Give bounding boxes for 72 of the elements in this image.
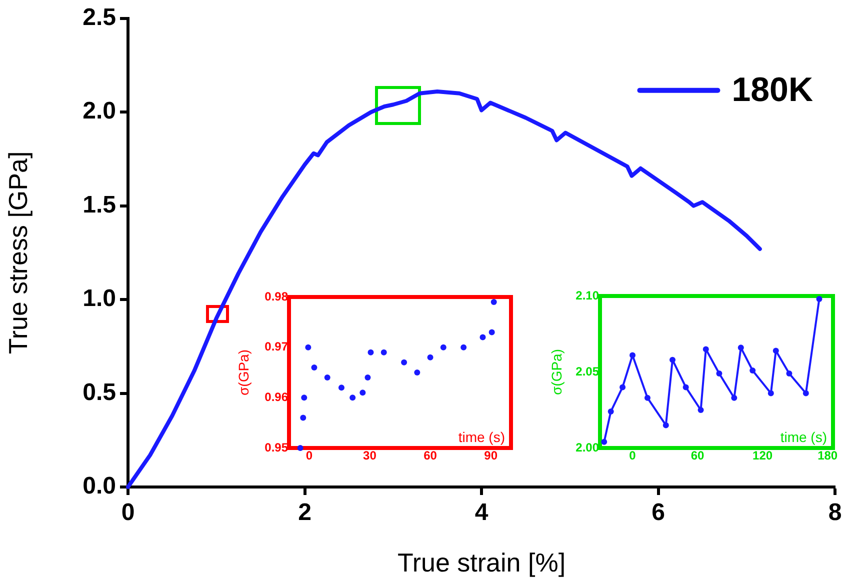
x-tick-label: 6: [652, 499, 665, 526]
x-tick-label: 60: [424, 448, 438, 463]
point: [644, 394, 650, 401]
y-tick-label: 2.0: [82, 98, 116, 125]
x-tick-label: 30: [363, 448, 377, 463]
point: [350, 394, 356, 401]
y-tick-label: 2.10: [576, 288, 600, 302]
legend-label: 180K: [732, 70, 814, 109]
x-axis-title: time (s): [458, 428, 505, 445]
x-axis-title: time (s): [780, 428, 827, 445]
point: [311, 364, 318, 370]
point: [364, 374, 371, 381]
point: [786, 370, 792, 377]
point: [630, 352, 636, 358]
x-tick-label: 0: [121, 499, 135, 526]
x-tick-label: 180: [818, 448, 838, 463]
y-tick-label: 1.5: [82, 191, 116, 218]
x-tick-label: 2: [298, 499, 312, 526]
y-tick-label: 0.96: [264, 390, 288, 404]
point: [300, 414, 306, 421]
x-tick-label: 4: [474, 499, 489, 526]
point: [460, 344, 467, 350]
point: [488, 329, 495, 336]
y-tick-label: 2.05: [576, 364, 600, 378]
point: [768, 390, 774, 396]
point: [620, 384, 626, 390]
point: [731, 394, 738, 401]
point: [301, 394, 308, 401]
point: [338, 384, 344, 391]
point: [772, 348, 779, 354]
point: [360, 390, 366, 396]
y-tick-label: 2.5: [82, 4, 116, 32]
x-tick-label: 0: [306, 448, 313, 463]
point: [802, 390, 809, 396]
x-tick-label: 0: [629, 448, 636, 463]
x-tick-label: 120: [752, 448, 773, 463]
point: [702, 346, 709, 352]
point: [324, 374, 330, 381]
x-axis-title: True strain [%]: [397, 548, 566, 578]
y-tick-label: 0.97: [264, 340, 288, 354]
y-axis-title: σ(GPa): [548, 349, 564, 395]
point: [750, 367, 756, 374]
point: [305, 344, 312, 350]
point: [682, 384, 689, 390]
y-tick-label: 0.5: [82, 378, 116, 406]
point: [380, 349, 387, 356]
x-tick-label: 60: [690, 448, 705, 463]
point: [816, 296, 822, 302]
point: [297, 445, 304, 451]
y-tick-label: 0.98: [264, 289, 288, 304]
y-tick-label: 0.95: [264, 440, 288, 454]
point: [601, 438, 608, 445]
y-tick-label: 1.0: [82, 285, 116, 312]
point: [401, 359, 408, 366]
x-tick-label: 90: [484, 448, 498, 463]
point: [716, 370, 722, 377]
point: [480, 334, 486, 340]
point: [662, 422, 669, 428]
y-axis-title: σ(GPa): [235, 350, 252, 396]
y-tick-label: 2.00: [576, 440, 600, 454]
y-axis-title: True stress [GPa]: [2, 151, 33, 354]
point: [414, 370, 420, 376]
point: [738, 344, 744, 351]
y-tick-label: 0.0: [82, 472, 116, 500]
point: [490, 299, 497, 306]
x-tick-label: 8: [828, 499, 842, 526]
point: [608, 408, 614, 415]
point: [698, 407, 704, 413]
point: [427, 354, 434, 360]
point: [670, 356, 676, 363]
point: [440, 344, 446, 350]
point: [368, 349, 374, 356]
